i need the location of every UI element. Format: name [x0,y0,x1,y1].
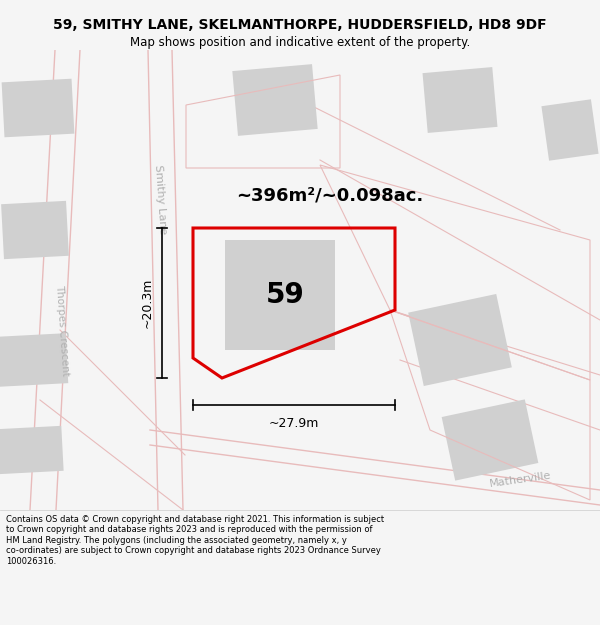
Polygon shape [0,426,64,474]
Polygon shape [541,99,599,161]
Polygon shape [1,201,69,259]
Polygon shape [225,240,335,350]
Text: 59: 59 [266,281,304,309]
Polygon shape [422,67,497,133]
Text: Matherville: Matherville [488,471,551,489]
Text: Smithy Lane: Smithy Lane [152,165,167,235]
Text: ~20.3m: ~20.3m [141,278,154,328]
Text: 59, SMITHY LANE, SKELMANTHORPE, HUDDERSFIELD, HD8 9DF: 59, SMITHY LANE, SKELMANTHORPE, HUDDERSF… [53,18,547,32]
Text: ~27.9m: ~27.9m [269,417,319,430]
Polygon shape [2,79,74,138]
Polygon shape [442,399,538,481]
Polygon shape [0,333,68,387]
Polygon shape [408,294,512,386]
Text: Contains OS data © Crown copyright and database right 2021. This information is : Contains OS data © Crown copyright and d… [6,515,384,566]
Text: Thorpes Crescent: Thorpes Crescent [54,284,70,376]
Polygon shape [232,64,317,136]
Text: Map shows position and indicative extent of the property.: Map shows position and indicative extent… [130,36,470,49]
Text: ~396m²/~0.098ac.: ~396m²/~0.098ac. [236,186,424,204]
